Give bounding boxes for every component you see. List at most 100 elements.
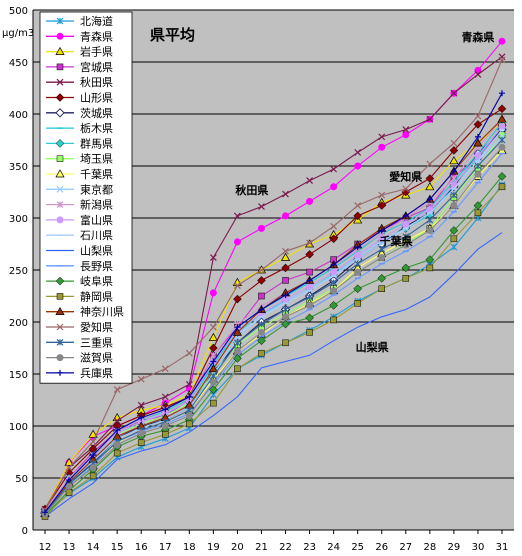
chart-title: 県平均	[150, 26, 195, 44]
data-point	[354, 162, 362, 170]
series-line	[44, 184, 503, 515]
data-point	[330, 165, 338, 173]
x-tick-label: 23	[303, 542, 316, 553]
legend-item: 愛知県	[46, 320, 113, 334]
data-point	[377, 201, 387, 210]
legend-item: 千葉県	[46, 167, 113, 181]
data-point	[257, 224, 265, 232]
data-point	[497, 172, 507, 181]
data-point	[257, 276, 266, 285]
data-point	[185, 349, 193, 357]
x-tick-label: 15	[111, 542, 124, 553]
data-point	[377, 273, 387, 283]
data-point	[426, 196, 433, 203]
data-point	[402, 126, 410, 134]
data-point	[354, 260, 362, 268]
data-point	[55, 169, 65, 178]
legend-label: 千葉県	[80, 167, 113, 181]
data-point	[306, 329, 313, 336]
data-point	[353, 284, 363, 294]
data-point	[137, 439, 145, 446]
legend-box	[39, 11, 133, 384]
legend-item: 神奈川県	[46, 305, 124, 319]
legend-item: 兵庫県	[46, 366, 113, 380]
data-point	[306, 277, 313, 284]
data-point	[282, 190, 289, 198]
data-point	[233, 282, 241, 290]
data-point	[258, 203, 265, 210]
data-point	[330, 316, 337, 324]
data-point	[89, 464, 97, 472]
data-point	[208, 332, 218, 341]
data-point	[426, 160, 434, 168]
data-point	[474, 66, 482, 74]
data-point	[161, 422, 169, 430]
data-point	[474, 170, 482, 178]
legend-label: 岩手県	[80, 45, 113, 59]
x-tick-label: 16	[135, 542, 148, 553]
data-point	[114, 427, 121, 434]
data-point	[186, 393, 193, 400]
data-point	[498, 183, 506, 191]
data-point	[353, 211, 363, 221]
data-point	[210, 399, 217, 407]
legend-label: 富山県	[80, 213, 113, 227]
data-point	[426, 226, 434, 234]
series	[42, 90, 505, 516]
legend-item: 青森県	[46, 29, 113, 43]
data-point	[450, 243, 458, 251]
series-line	[44, 176, 503, 516]
data-point	[282, 277, 289, 284]
data-point	[258, 292, 265, 300]
data-point	[234, 324, 241, 331]
data-point	[499, 90, 505, 97]
data-point	[209, 378, 217, 386]
x-axis-ticks: 12 13 14 15 16 17 18 19 20 21 22 23 24 25 26 27 28 29 30 31	[39, 530, 508, 553]
data-point	[402, 233, 410, 241]
data-point	[282, 306, 289, 313]
data-point	[137, 429, 145, 437]
series-line	[44, 139, 503, 514]
y-axis-ticks: 0 50 100 150 200 250 300 350 400 450 500	[9, 6, 28, 537]
data-point	[89, 472, 97, 480]
legend-label: 山梨県	[80, 244, 113, 258]
data-point	[55, 306, 65, 316]
data-point	[233, 354, 242, 363]
legend-label: 埼玉県	[80, 152, 113, 166]
data-point	[65, 464, 73, 472]
data-point	[66, 477, 73, 484]
y-tick-label: 350	[9, 162, 28, 173]
legend-label: 東京都	[80, 182, 113, 196]
data-point	[473, 201, 483, 210]
legend-label: 兵庫県	[80, 366, 113, 380]
data-point	[354, 268, 362, 276]
data-point	[450, 191, 458, 199]
data-point	[258, 320, 265, 328]
data-point	[209, 385, 218, 394]
x-tick-label: 29	[448, 542, 461, 553]
x-tick-label: 17	[159, 542, 172, 553]
data-point	[306, 239, 314, 247]
legend-label: 栃木県	[80, 121, 113, 135]
data-point	[306, 293, 314, 301]
data-point	[498, 143, 506, 151]
data-point	[282, 313, 290, 321]
data-point	[233, 347, 241, 355]
data-point	[378, 227, 385, 234]
data-point	[210, 358, 217, 365]
legend-label: 山形県	[80, 92, 113, 105]
data-point	[56, 354, 64, 362]
data-point	[402, 185, 410, 193]
data-point	[474, 209, 482, 217]
data-point	[497, 114, 507, 123]
annotation-label: 山梨県	[356, 340, 389, 354]
data-point	[55, 46, 65, 55]
data-point	[354, 251, 362, 259]
legend-label: 岐阜県	[80, 275, 113, 288]
data-point	[258, 306, 265, 313]
data-point	[330, 222, 338, 230]
data-point	[161, 365, 169, 373]
legend-label: 滋賀県	[80, 352, 113, 365]
data-point	[208, 364, 218, 373]
